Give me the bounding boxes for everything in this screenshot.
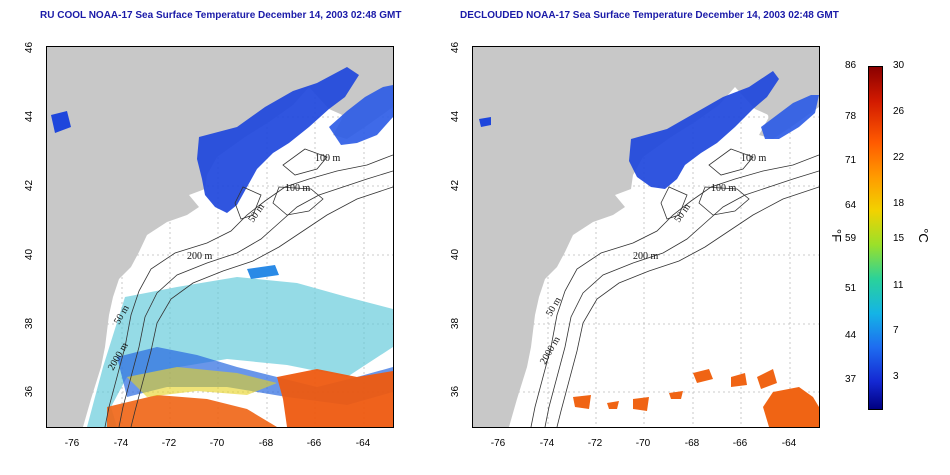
fahrenheit-tick: 78 — [845, 111, 857, 122]
celsius-tick: 22 — [893, 152, 905, 163]
fahrenheit-tick: 86 — [845, 60, 857, 71]
y-tick: 38 — [24, 317, 36, 330]
sst-warm-south — [107, 395, 277, 427]
sst-warm-southeast — [277, 369, 393, 427]
y-tick: 36 — [24, 385, 36, 398]
celsius-tick: 7 — [893, 325, 899, 336]
sst-cold-scotian — [329, 85, 393, 145]
x-tick: -74 — [539, 438, 555, 449]
contour-label: 100 m — [315, 153, 341, 164]
y-tick: 44 — [450, 110, 462, 123]
fahrenheit-tick: 51 — [845, 283, 857, 294]
celsius-tick: 3 — [893, 371, 899, 382]
sst-blue-patch — [247, 265, 279, 279]
x-tick: -70 — [209, 438, 225, 449]
x-tick: -72 — [161, 438, 177, 449]
land-mass — [473, 47, 819, 427]
left-map-svg: 100 m 100 m 50 m 200 m 50 m 2000 m — [47, 47, 393, 427]
left-map-panel: 100 m 100 m 50 m 200 m 50 m 2000 m — [46, 46, 394, 428]
land-mass — [47, 47, 393, 427]
contour-label: 50 m — [544, 295, 564, 318]
x-tick: -66 — [732, 438, 748, 449]
y-tick: 44 — [24, 110, 36, 123]
celsius-tick: 26 — [893, 106, 905, 117]
y-tick: 36 — [450, 385, 462, 398]
sst-yellow-band — [127, 367, 277, 397]
y-tick: 42 — [24, 179, 36, 192]
x-tick: -64 — [355, 438, 371, 449]
x-tick: -64 — [781, 438, 797, 449]
sst-warm-patches — [573, 369, 819, 427]
fahrenheit-tick: 37 — [845, 374, 857, 385]
x-tick: -70 — [635, 438, 651, 449]
fahrenheit-unit-label: °F — [829, 228, 845, 243]
contour-label: 100 m — [711, 183, 737, 194]
bathymetry-contours — [104, 148, 393, 427]
x-tick: -66 — [306, 438, 322, 449]
right-map-svg: 100 m 100 m 50 m 200 m 50 m 2000 m — [473, 47, 819, 427]
contour-label: 200 m — [633, 251, 659, 262]
fahrenheit-tick: 59 — [845, 233, 857, 244]
fahrenheit-tick: 71 — [845, 155, 857, 166]
sst-cold-gulf-of-maine — [197, 67, 359, 213]
x-tick: -74 — [113, 438, 129, 449]
y-tick: 46 — [24, 41, 36, 54]
sst-cold-scotian — [761, 95, 819, 139]
y-tick: 42 — [450, 179, 462, 192]
celsius-tick: 11 — [893, 280, 904, 291]
contour-label: 100 m — [285, 183, 311, 194]
x-tick: -76 — [490, 438, 506, 449]
contour-label: 50 m — [246, 202, 267, 225]
contour-label: 100 m — [741, 153, 767, 164]
right-map-title: DECLOUDED NOAA-17 Sea Surface Temperatur… — [460, 10, 839, 21]
fahrenheit-tick: 44 — [845, 330, 857, 341]
x-tick: -72 — [587, 438, 603, 449]
celsius-tick: 30 — [893, 60, 905, 71]
left-map-title: RU COOL NOAA-17 Sea Surface Temperature … — [40, 10, 402, 21]
celsius-tick: 15 — [893, 233, 905, 244]
right-map-panel: 100 m 100 m 50 m 200 m 50 m 2000 m — [472, 46, 820, 428]
y-tick: 40 — [450, 248, 462, 261]
y-tick: 40 — [24, 248, 36, 261]
x-tick: -76 — [64, 438, 80, 449]
sst-cold-west — [51, 111, 71, 133]
sst-cold-west — [479, 117, 491, 127]
x-tick: -68 — [684, 438, 700, 449]
y-tick: 46 — [450, 41, 462, 54]
fahrenheit-tick: 64 — [845, 200, 857, 211]
temperature-colorbar — [868, 66, 883, 410]
contour-label: 2000 m — [538, 335, 563, 367]
contour-label: 200 m — [187, 251, 213, 262]
sst-cold-gulf-of-maine — [629, 71, 779, 189]
sst-mixed-region — [87, 277, 393, 427]
celsius-unit-label: °C — [915, 228, 931, 243]
celsius-tick: 18 — [893, 198, 905, 209]
y-tick: 38 — [450, 317, 462, 330]
x-tick: -68 — [258, 438, 274, 449]
contour-label: 50 m — [672, 202, 693, 225]
bathymetry-contours — [530, 148, 819, 427]
